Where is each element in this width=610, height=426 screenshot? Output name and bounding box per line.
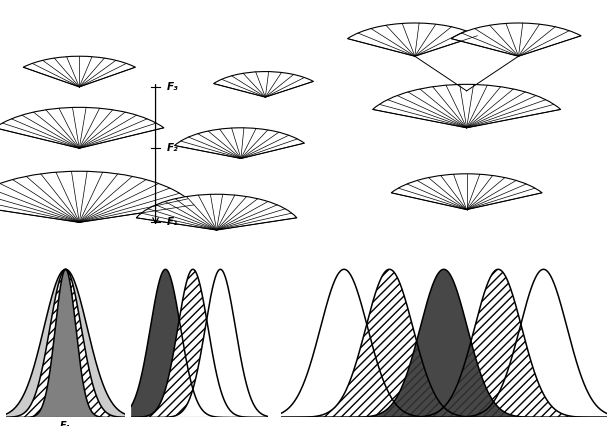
- Wedge shape: [0, 171, 194, 222]
- Text: F₃: F₃: [167, 82, 178, 92]
- Text: F₁: F₁: [167, 217, 178, 227]
- Text: F₂: F₂: [167, 143, 178, 153]
- Wedge shape: [136, 194, 297, 230]
- Wedge shape: [23, 56, 135, 87]
- Wedge shape: [174, 128, 304, 158]
- Wedge shape: [0, 107, 164, 148]
- Wedge shape: [373, 84, 561, 128]
- Wedge shape: [391, 174, 542, 210]
- Wedge shape: [348, 23, 477, 56]
- Text: F₁: F₁: [60, 421, 71, 426]
- Wedge shape: [451, 23, 581, 56]
- Wedge shape: [214, 72, 314, 97]
